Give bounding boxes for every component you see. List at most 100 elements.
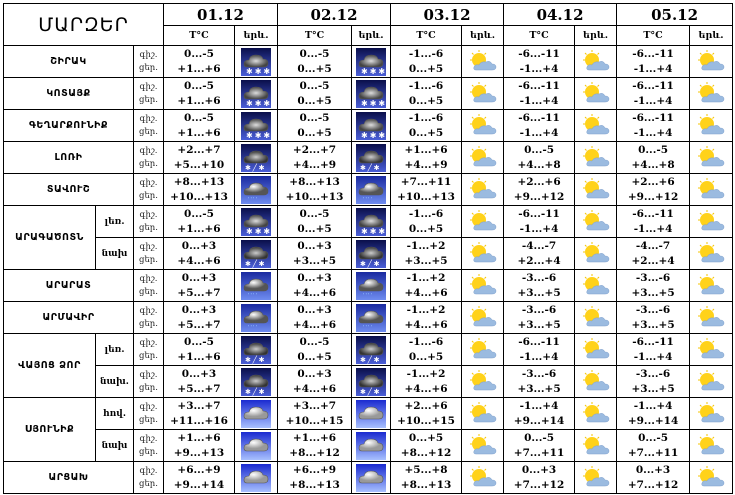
day-temp: +3...+5	[404, 254, 448, 267]
date-header: 04.12	[503, 3, 618, 26]
temperature-cell: -3...-6 +3...+5	[503, 269, 576, 302]
weather-cell: ✱ ✱ ✱	[351, 205, 392, 238]
weather-cell	[574, 269, 618, 302]
partly-cloudy-icon	[691, 401, 732, 427]
temperature-cell: -1...+2 +3...+5	[390, 237, 463, 270]
weather-cell	[574, 461, 618, 494]
table-row: նախ գիշ. ցեր. +1...+6 +9...+13 +1...+6 +8...+1…	[4, 429, 734, 462]
weather-cell	[574, 77, 618, 110]
temp-header: T°C	[616, 25, 691, 46]
day-temp: +1...+6	[177, 126, 221, 139]
temperature-cell: -1...+2 +4...+6	[390, 365, 463, 398]
partly-cloudy-icon	[463, 241, 503, 267]
time-labels: գիշ. ցեր.	[133, 77, 164, 110]
region-name: ԼՈՌԻ	[3, 141, 134, 174]
night-temp: +6...+9	[292, 463, 337, 476]
night-label: գիշ.	[139, 401, 158, 412]
day-temp: 0...+5	[408, 126, 444, 139]
night-label: գիշ.	[139, 433, 158, 444]
night-temp: -3...-6	[521, 367, 557, 380]
night-temp: -4...-7	[635, 239, 671, 252]
temperature-cell: 0...-5 +4...+8	[503, 141, 576, 174]
subregion-label: հով.	[95, 397, 134, 430]
temperature-cell: -1...-6 0...+5	[390, 45, 463, 78]
weather-cell: ✱ ╱ ✱	[233, 333, 279, 366]
partly-cloudy-icon	[576, 49, 616, 75]
night-temp: -6...-11	[518, 47, 560, 60]
svg-text:✱ ╱ ✱: ✱ ╱ ✱	[245, 355, 265, 364]
temperature-cell: +3...+7 +11...+16	[163, 397, 235, 430]
night-temp: -3...-6	[635, 303, 671, 316]
time-labels: գիշ. ցեր.	[133, 301, 164, 334]
cloudy-icon	[353, 463, 390, 492]
day-temp: +4...+9	[292, 158, 337, 171]
day-temp: +4...+8	[631, 158, 675, 171]
svg-text:' ' ' ': ' ' ' '	[363, 293, 372, 299]
day-temp: +3...+5	[517, 286, 561, 299]
table-row: ԳԵՂԱՐՔՈՒՆԻՔ գիշ. ցեր. 0...-5 +1...+6 ✱ ✱ ✱ 0..…	[3, 109, 734, 142]
temperature-cell: -1...+2 +4...+6	[390, 301, 463, 334]
partly-cloudy-icon	[576, 241, 616, 267]
night-temp: -1...+4	[633, 399, 673, 412]
night-label: գիշ.	[139, 81, 158, 92]
night-label: գիշ.	[139, 49, 158, 60]
day-temp: +4...+8	[517, 158, 561, 171]
weather-cell	[574, 397, 618, 430]
svg-text:✱ ✱ ✱: ✱ ✱ ✱	[361, 227, 385, 236]
partly-cloudy-icon	[691, 465, 732, 491]
temperature-cell: -3...-6 +3...+5	[616, 301, 691, 334]
region-name: ՏԱՎՈՒՇ	[3, 173, 134, 206]
weather-cell	[351, 461, 392, 494]
svg-text:✱ ╱ ✱: ✱ ╱ ✱	[360, 163, 380, 172]
weather-cell	[461, 365, 505, 398]
night-temp: 0...-5	[299, 47, 330, 60]
weather-cell	[233, 461, 279, 494]
day-temp: +10...+13	[397, 190, 455, 203]
partly-cloudy-icon	[576, 177, 616, 203]
snow-icon: ✱ ✱ ✱	[236, 79, 277, 108]
day-temp: +1...+6	[177, 94, 221, 107]
time-labels: գիշ. ցեր.	[133, 269, 164, 302]
day-temp: +1...+6	[177, 222, 221, 235]
day-temp: 0...+5	[297, 350, 332, 363]
day-label: ցեր.	[139, 94, 158, 105]
day-temp: -1...+4	[519, 222, 559, 235]
partly-cloudy-icon	[691, 337, 732, 363]
day-temp: +4...+9	[404, 158, 448, 171]
sleet-icon: ✱ ╱ ✱	[353, 335, 390, 364]
day-temp: 0...+5	[297, 62, 332, 75]
night-temp: 0...+3	[181, 303, 217, 316]
region-name: ԳԵՂԱՐՔՈՒՆԻՔ	[3, 109, 134, 142]
day-temp: +3...+5	[631, 318, 675, 331]
weather-cell	[233, 429, 279, 462]
svg-text:✱ ╱ ✱: ✱ ╱ ✱	[245, 163, 265, 172]
partly-cloudy-icon	[576, 81, 616, 107]
temperature-cell: -6...-11 -1...+4	[616, 333, 691, 366]
weather-cell	[574, 429, 618, 462]
snow-icon: ✱ ✱ ✱	[236, 47, 277, 76]
weather-cell	[461, 333, 505, 366]
night-temp: 0...-5	[184, 207, 214, 220]
snow-icon: ✱ ✱ ✱	[353, 47, 390, 76]
partly-cloudy-icon	[463, 433, 503, 459]
table-row: ՍՅՈՒՆԻՔ հով. գիշ. ցեր. +3...+7 +11...+16 +3...…	[3, 397, 734, 462]
night-temp: 0...+5	[408, 431, 444, 444]
temperature-cell: -6...-11 -1...+4	[616, 205, 691, 238]
sleet-icon: ✱ ╱ ✱	[236, 335, 277, 364]
temperature-cell: -4...-7 +2...+4	[616, 237, 691, 270]
temperature-cell: -3...-6 +3...+5	[503, 365, 576, 398]
weather-header: երև.	[689, 25, 734, 46]
subregion-label: նախ	[95, 429, 134, 462]
day-temp: -1...+4	[633, 126, 673, 139]
partly-cloudy-icon	[576, 337, 616, 363]
day-label: ցեր.	[139, 478, 158, 489]
night-temp: 0...-5	[638, 143, 669, 156]
day-temp: +8...+12	[289, 446, 340, 459]
day-temp: +3...+5	[631, 382, 675, 395]
weather-cell	[351, 397, 392, 430]
weather-cell	[461, 205, 505, 238]
day-temp: +3...+5	[631, 286, 675, 299]
partly-cloudy-icon	[463, 113, 503, 139]
partly-cloudy-icon	[691, 49, 732, 75]
partly-cloudy-icon	[691, 241, 732, 267]
